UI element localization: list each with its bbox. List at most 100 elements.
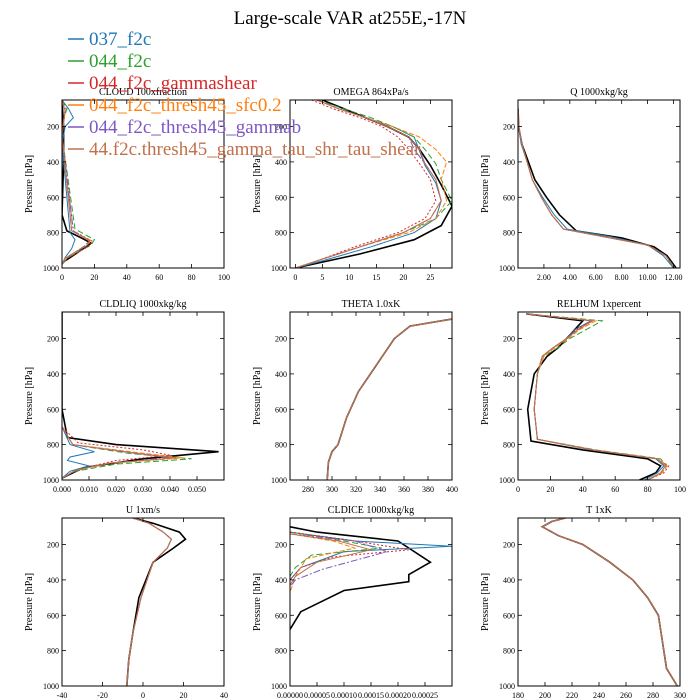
series-line-orange (541, 518, 678, 686)
series-line-blue (326, 318, 452, 480)
plot-frame (517, 517, 681, 687)
series-line-orange (518, 108, 676, 268)
x-tick-label: 15 (372, 273, 380, 282)
series-line-brown (541, 518, 678, 686)
x-tick-label: 260 (620, 691, 632, 700)
x-tick-label: 20 (546, 485, 554, 494)
y-axis-label: Pressure [hPa] (480, 155, 491, 213)
x-tick-label: 340 (374, 485, 386, 494)
panel-0: CLOUD 100xfraction Pressure [hPa] 0 20 40 60 8… (24, 87, 230, 282)
x-tick-label: 60 (155, 273, 163, 282)
plot-frame (289, 99, 453, 269)
y-axis-label: Pressure [hPa] (252, 367, 263, 425)
series-line-obs (62, 100, 93, 262)
y-tick-label: 400 (47, 370, 59, 379)
panel-title: CLDLIQ 1000xkg/kg (100, 299, 187, 310)
x-tick-label: 10 (345, 273, 353, 282)
x-tick-label: 0.00020 (385, 691, 411, 700)
y-tick-label: 400 (47, 576, 59, 585)
x-tick-label: 0 (516, 485, 520, 494)
x-tick-label: 0.030 (134, 485, 152, 494)
x-tick-label: 380 (422, 485, 434, 494)
series-line-brown (126, 518, 173, 686)
y-tick-label: 600 (503, 611, 515, 620)
series-line-green (541, 518, 678, 686)
y-tick-label: 800 (503, 229, 515, 238)
legend: 037_f2c044_f2c044_f2c_gammashear044_f2c_… (68, 29, 421, 160)
series-line-blue (62, 312, 95, 479)
plot-frame (289, 311, 453, 481)
series-line-orange (62, 312, 184, 479)
x-tick-label: 10.00 (639, 273, 657, 282)
x-tick-label: 300 (674, 691, 686, 700)
plot-frame (517, 311, 681, 481)
y-tick-label: 1000 (499, 264, 515, 273)
y-tick-label: 600 (47, 193, 59, 202)
series-line-brown (62, 312, 176, 479)
x-tick-label: 240 (593, 691, 605, 700)
series-line-purple (526, 313, 667, 480)
panel-title: OMEGA 864xPa/s (333, 87, 408, 98)
series-line-orange (526, 313, 668, 480)
y-tick-label: 800 (47, 647, 59, 656)
y-tick-label: 600 (275, 405, 287, 414)
x-tick-label: 80 (188, 273, 196, 282)
x-tick-label: 100 (218, 273, 230, 282)
series-line-blue (126, 518, 173, 686)
y-tick-label: 1000 (499, 476, 515, 485)
x-tick-label: 20 (90, 273, 98, 282)
x-tick-label: 40 (123, 273, 131, 282)
series-line-green (290, 531, 382, 577)
x-tick-label: 0 (293, 273, 297, 282)
panel-4: THETA 1.0xK Pressure [hPa] 280 300 320 340 360… (252, 299, 458, 494)
series-group (526, 313, 670, 480)
series-line-purple (62, 312, 171, 479)
series-line-obs (290, 526, 432, 630)
panel-6: U 1xm/s Pressure [hPa] -40 -20 0 20 40 200 400 60… (24, 505, 228, 700)
plot-frame (517, 99, 681, 269)
x-tick-label: 280 (647, 691, 659, 700)
x-tick-label: 6.00 (589, 273, 603, 282)
y-tick-label: 800 (275, 229, 287, 238)
y-tick-label: 600 (47, 405, 59, 414)
y-tick-label: 800 (275, 441, 287, 450)
series-line-brown (526, 313, 667, 480)
series-line-red (290, 531, 409, 581)
panel-3: CLDLIQ 1000xkg/kg Pressure [hPa] 0.000 0.01… (24, 299, 225, 494)
y-tick-label: 400 (503, 158, 515, 167)
series-line-purple (541, 518, 678, 686)
series-line-red (518, 108, 676, 268)
y-axis-label: Pressure [hPa] (252, 155, 263, 213)
x-tick-label: -20 (97, 691, 108, 700)
series-line-obs (326, 318, 452, 480)
panel-title: T 1xK (586, 505, 612, 516)
series-line-obs (126, 518, 187, 686)
panels: CLOUD 100xfraction Pressure [hPa] 0 20 40 60 8… (24, 87, 686, 700)
legend-label: 037_f2c (89, 29, 151, 50)
y-tick-label: 200 (275, 541, 287, 550)
legend-label: 044_f2c_gammashear (89, 73, 257, 94)
panel-title: U 1xm/s (126, 505, 160, 516)
y-tick-label: 600 (275, 193, 287, 202)
x-tick-label: 8.00 (615, 273, 629, 282)
y-tick-label: 800 (503, 647, 515, 656)
series-line-green (326, 318, 452, 480)
x-tick-label: 200 (539, 691, 551, 700)
x-tick-label: 20 (399, 273, 407, 282)
y-tick-label: 400 (503, 370, 515, 379)
plot-frame (61, 99, 225, 269)
x-tick-label: 0.040 (161, 485, 179, 494)
y-tick-label: 1000 (271, 476, 287, 485)
figure-title: Large-scale VAR at255E,-17N (234, 8, 467, 29)
x-tick-label: 5 (320, 273, 324, 282)
y-tick-label: 400 (275, 158, 287, 167)
x-tick-label: 0.00025 (412, 691, 438, 700)
y-tick-label: 800 (503, 441, 515, 450)
y-tick-label: 600 (47, 611, 59, 620)
series-line-red (541, 518, 678, 686)
y-tick-label: 400 (503, 576, 515, 585)
x-tick-label: 0 (60, 273, 64, 282)
series-group (326, 318, 452, 480)
x-tick-label: 320 (350, 485, 362, 494)
